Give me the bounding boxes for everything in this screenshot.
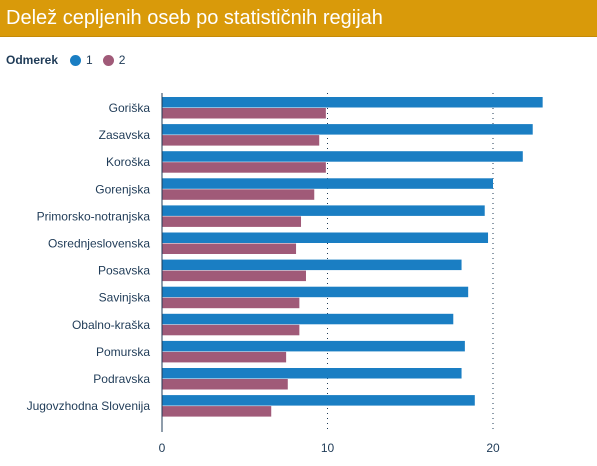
category-label-11: Jugovzhodna Slovenija [27, 399, 151, 413]
category-label-5: Osrednjeslovenska [48, 237, 150, 251]
legend-swatch-1 [70, 54, 82, 66]
category-label-10: Podravska [93, 372, 150, 386]
chart-title: Delež cepljenih oseb po statističnih reg… [0, 0, 597, 37]
bar-2-8[interactable] [162, 324, 300, 336]
legend-title: Odmerek [6, 53, 59, 67]
bar-1-6[interactable] [162, 259, 462, 271]
legend-label-1: 1 [86, 53, 93, 67]
bar-1-7[interactable] [162, 286, 469, 298]
category-label-7: Savinjska [99, 291, 151, 305]
bar-2-4[interactable] [162, 216, 302, 227]
legend-item-1[interactable]: 1 [70, 53, 93, 67]
bar-2-5[interactable] [162, 243, 297, 255]
bar-1-5[interactable] [162, 232, 489, 244]
category-label-9: Pomurska [96, 345, 150, 359]
bar-2-11[interactable] [162, 406, 272, 417]
bar-1-1[interactable] [162, 124, 533, 135]
category-label-4: Primorsko-notranjska [37, 209, 151, 223]
category-label-6: Posavska [98, 264, 150, 278]
x-tick-label-0: 0 [159, 441, 166, 455]
bar-1-2[interactable] [162, 151, 523, 162]
legend: Odmerek 1 2 [6, 52, 135, 68]
category-label-1: Zasavska [99, 128, 151, 142]
bar-2-9[interactable] [162, 351, 287, 363]
bar-1-3[interactable] [162, 178, 493, 189]
legend-label-2: 2 [118, 53, 126, 67]
bar-2-3[interactable] [162, 189, 315, 200]
bar-2-1[interactable] [162, 135, 320, 146]
category-label-0: Goriška [109, 101, 151, 115]
legend-swatch-2 [102, 54, 114, 66]
bar-1-10[interactable] [162, 368, 462, 379]
category-label-3: Gorenjska [95, 182, 150, 196]
category-label-8: Obalno-kraška [72, 318, 150, 332]
bar-1-0[interactable] [162, 97, 543, 108]
x-tick-label-20: 20 [486, 441, 500, 455]
bar-2-10[interactable] [162, 379, 288, 390]
bar-1-9[interactable] [162, 340, 465, 352]
bar-1-4[interactable] [162, 205, 485, 216]
bar-2-2[interactable] [162, 162, 326, 173]
bar-2-7[interactable] [162, 297, 300, 309]
bar-2-6[interactable] [162, 270, 306, 282]
bar-1-11[interactable] [162, 395, 475, 406]
x-tick-label-10: 10 [321, 441, 335, 455]
bar-1-8[interactable] [162, 313, 454, 325]
category-label-2: Koroška [106, 155, 150, 169]
bar-2-0[interactable] [162, 108, 326, 119]
legend-item-2[interactable]: 2 [102, 53, 126, 67]
